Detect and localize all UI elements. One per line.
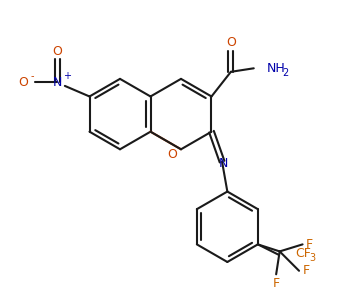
Text: O: O (167, 148, 177, 161)
Text: 3: 3 (309, 253, 315, 263)
Text: N: N (52, 76, 62, 89)
Text: O: O (19, 76, 29, 89)
Text: O: O (52, 45, 62, 58)
Text: 2: 2 (283, 68, 289, 77)
Text: +: + (63, 71, 71, 81)
Text: NH: NH (267, 62, 286, 75)
Text: N: N (219, 157, 228, 170)
Text: O: O (226, 36, 236, 49)
Text: CF: CF (295, 247, 311, 260)
Text: F: F (273, 277, 280, 290)
Text: F: F (306, 238, 313, 251)
Text: -: - (31, 71, 34, 81)
Text: F: F (303, 264, 310, 277)
